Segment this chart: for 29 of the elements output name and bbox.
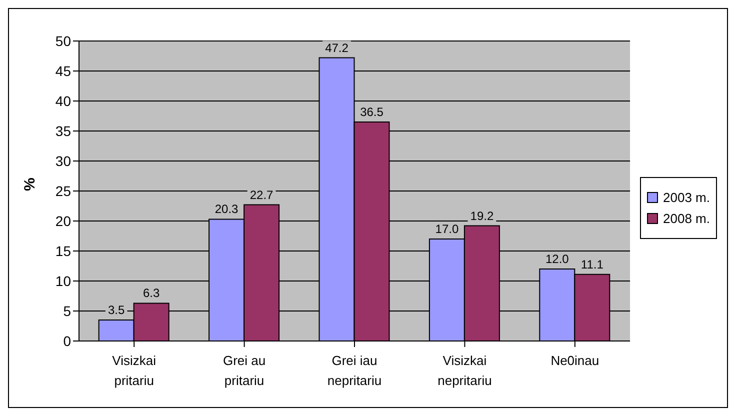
y-tick-label: 45 [55, 62, 72, 79]
data-label: 17.0 [435, 222, 459, 236]
x-tick-label: Grei iau nepritariu [327, 353, 382, 388]
data-label: 20.3 [214, 202, 239, 216]
x-tick-label: Visizkai pritariu [112, 353, 156, 388]
legend-label: 2008 m. [662, 211, 710, 226]
data-label: 3.5 [108, 303, 125, 317]
y-tick-label: 0 [63, 332, 72, 349]
y-tick-label: 40 [55, 92, 72, 109]
x-tick-label: Ne0inau [550, 353, 600, 368]
data-label: 36.5 [360, 105, 384, 119]
y-tick-label: 35 [55, 122, 72, 139]
y-tick-label: 30 [55, 152, 72, 169]
data-label: 6.3 [142, 286, 160, 300]
x-tick-label: Visizkai nepritariu [438, 353, 492, 388]
y-tick-label: 50 [55, 32, 72, 49]
y-tick-label: 20 [55, 212, 72, 229]
x-tick-label: Grei au pritariu [222, 353, 266, 388]
y-tick-label: 10 [55, 272, 72, 289]
legend-label: 2003 m. [662, 190, 710, 205]
data-label: 11.1 [580, 257, 604, 272]
y-tick-label: 25 [55, 182, 72, 199]
data-label: 19.2 [470, 208, 494, 223]
y-axis-title: % [21, 178, 38, 191]
data-label: 47.2 [325, 40, 349, 55]
y-tick-label: 15 [55, 242, 72, 259]
data-label: 12.0 [545, 252, 570, 266]
y-tick-label: 5 [63, 302, 72, 319]
data-label: 22.7 [250, 188, 274, 202]
